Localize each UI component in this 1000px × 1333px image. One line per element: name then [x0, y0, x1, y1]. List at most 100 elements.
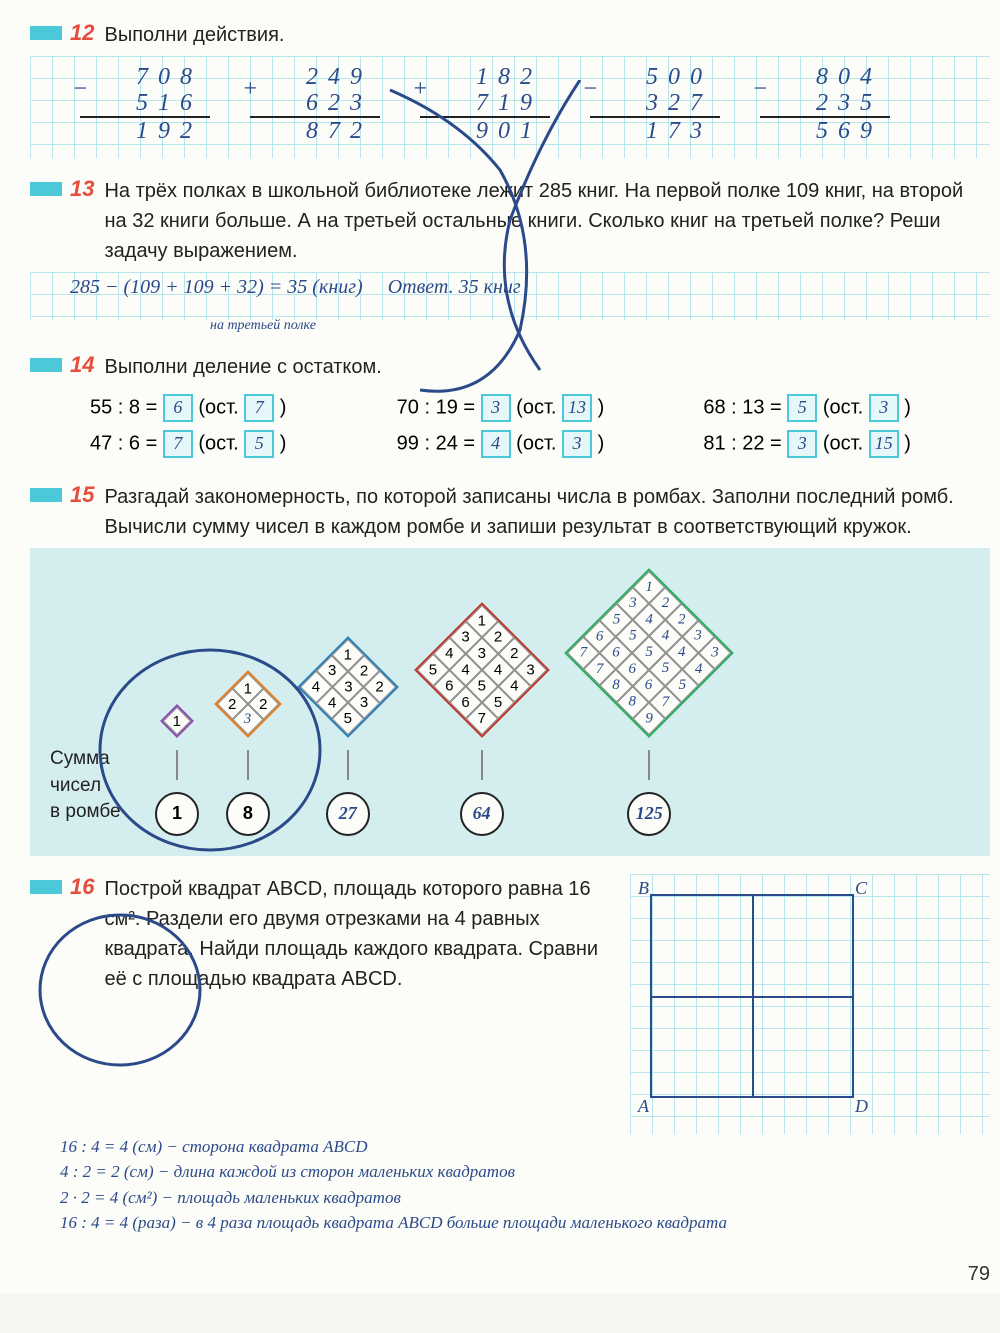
sum-label-line: Сумма [50, 748, 110, 769]
rhombus: 122333445 [297, 636, 399, 738]
result: 192 [80, 118, 210, 144]
rhombus: 1 [160, 704, 194, 738]
sum-circle: 8 [226, 792, 270, 836]
rhombus: 1223334444555556666777889 [564, 568, 734, 738]
operand-b: 516 [80, 90, 210, 118]
exercise-header: 12 Выполни действия. [30, 20, 990, 50]
division-item: 81 : 22 = 3 (ост. 15 ) [703, 430, 970, 458]
sum-circle: 1 [155, 792, 199, 836]
exercise-text: Построй квадрат ABCD, площадь которого р… [104, 874, 610, 994]
exercise-16: 16 Построй квадрат ABCD, площадь которог… [30, 874, 990, 1236]
vertex-a: A [638, 1096, 649, 1117]
operation-sign: − [582, 76, 598, 103]
connector-line [648, 750, 650, 780]
connector-line [347, 750, 349, 780]
quotient-box: 6 [163, 394, 193, 422]
operation-sign: − [72, 76, 88, 103]
square-abcd [650, 894, 854, 1098]
arithmetic-column: + 249 623 872 [250, 64, 380, 144]
vertex-d: D [855, 1096, 868, 1117]
sum-label: Сумма чисел в ромбе [50, 746, 140, 826]
exercise-number: 12 [70, 20, 94, 46]
arithmetic-column: − 804 235 569 [760, 64, 890, 144]
sum-label-line: чисел [50, 775, 101, 796]
operand-a: 249 [250, 64, 380, 90]
exercise-text: На трёх полках в школьной библиотеке леж… [104, 176, 990, 266]
rhombus-wrap: 122333445 [297, 636, 399, 738]
exercise-title: Выполни деление с остатком. [104, 352, 990, 382]
exercise-16-answers: 16 : 4 = 4 (см) − сторона квадрата ABCD4… [30, 1134, 990, 1236]
operand-b: 719 [420, 90, 550, 118]
exercise-number: 14 [70, 352, 94, 378]
remainder-box: 3 [869, 394, 899, 422]
rhombus-group: 11 [155, 704, 199, 836]
rhombus: 1223334444555667 [414, 602, 550, 738]
result: 901 [420, 118, 550, 144]
answer-line: 16 : 4 = 4 (см) − сторона квадрата ABCD [60, 1134, 990, 1160]
rhombus-wrap: 1223334444555556666777889 [564, 568, 734, 738]
exercise-12: 12 Выполни действия. − 708 516 192+ 249 … [30, 20, 990, 158]
remainder-box: 5 [244, 430, 274, 458]
accent-bar [30, 880, 62, 894]
workbook-page: 12 Выполни действия. − 708 516 192+ 249 … [0, 0, 1000, 1294]
exercise-title: Выполни действия. [104, 20, 990, 50]
exercise-number: 15 [70, 482, 94, 508]
exercise-text: Разгадай закономерность, по которой запи… [104, 482, 990, 542]
accent-bar [30, 26, 62, 40]
exercise-13: 13 На трёх полках в школьной библиотеке … [30, 176, 990, 334]
division-item: 99 : 24 = 4 (ост. 3 ) [397, 430, 664, 458]
answer-line: 16 : 4 = 4 (раза) − в 4 раза площадь ква… [60, 1210, 990, 1236]
answer-line: 285 − (109 + 109 + 32) = 35 (книг) Ответ… [30, 272, 990, 320]
rhombus-wrap: 1223334444555667 [414, 602, 550, 738]
answer-note: на третьей полке [210, 318, 990, 334]
accent-bar [30, 488, 62, 502]
remainder-box: 13 [562, 394, 592, 422]
arithmetic-column: + 182 719 901 [420, 64, 550, 144]
exercise-15: 15 Разгадай закономерность, по которой з… [30, 482, 990, 856]
answer-final: 35 книг [459, 276, 521, 298]
horizontal-divider [652, 996, 852, 998]
operand-b: 235 [760, 90, 890, 118]
operand-a: 182 [420, 64, 550, 90]
operand-a: 804 [760, 64, 890, 90]
connector-line [247, 750, 249, 780]
result: 569 [760, 118, 890, 144]
sum-circle: 125 [627, 792, 671, 836]
rhombus-wrap: 1 [160, 704, 194, 738]
arithmetic-row: − 708 516 192+ 249 623 872+ 182 719 901−… [30, 56, 990, 158]
operand-b: 327 [590, 90, 720, 118]
operand-a: 500 [590, 64, 720, 90]
quotient-box: 5 [787, 394, 817, 422]
operation-sign: − [752, 76, 768, 103]
result: 173 [590, 118, 720, 144]
exercise-number: 13 [70, 176, 94, 202]
rhombus-group: 1223334444555556666777889 125 [564, 568, 734, 836]
remainder-box: 3 [562, 430, 592, 458]
quotient-box: 7 [163, 430, 193, 458]
rhombus: 1223 [214, 670, 282, 738]
rhombus-wrap: 1223 [214, 670, 282, 738]
answer-expression: 285 − (109 + 109 + 32) = 35 (книг) [70, 276, 363, 298]
square-drawing-area: B C A D [630, 874, 990, 1134]
rhombus-panel: Сумма чисел в ромбе 11122381223334452712… [30, 548, 990, 856]
division-item: 47 : 6 = 7 (ост. 5 ) [90, 430, 357, 458]
rhombus-group: 12233344527 [297, 636, 399, 836]
arithmetic-column: − 500 327 173 [590, 64, 720, 144]
vertex-b: B [638, 878, 649, 899]
sum-label-line: в ромбе [50, 801, 121, 822]
division-item: 70 : 19 = 3 (ост. 13 ) [397, 394, 664, 422]
exercise-header: 13 На трёх полках в школьной библиотеке … [30, 176, 990, 266]
quotient-box: 3 [787, 430, 817, 458]
remainder-box: 7 [244, 394, 274, 422]
connector-line [176, 750, 178, 780]
operation-sign: + [412, 76, 428, 103]
page-number: 79 [968, 1263, 990, 1286]
division-item: 68 : 13 = 5 (ост. 3 ) [703, 394, 970, 422]
result: 872 [250, 118, 380, 144]
vertex-c: C [855, 878, 867, 899]
answer-line: 4 : 2 = 2 (см) − длина каждой из сторон … [60, 1159, 990, 1185]
division-grid: 55 : 8 = 6 (ост. 7 ) 70 : 19 = 3 (ост. 13… [30, 388, 990, 464]
exercise-header: 14 Выполни деление с остатком. [30, 352, 990, 382]
remainder-box: 15 [869, 430, 899, 458]
division-item: 55 : 8 = 6 (ост. 7 ) [90, 394, 357, 422]
